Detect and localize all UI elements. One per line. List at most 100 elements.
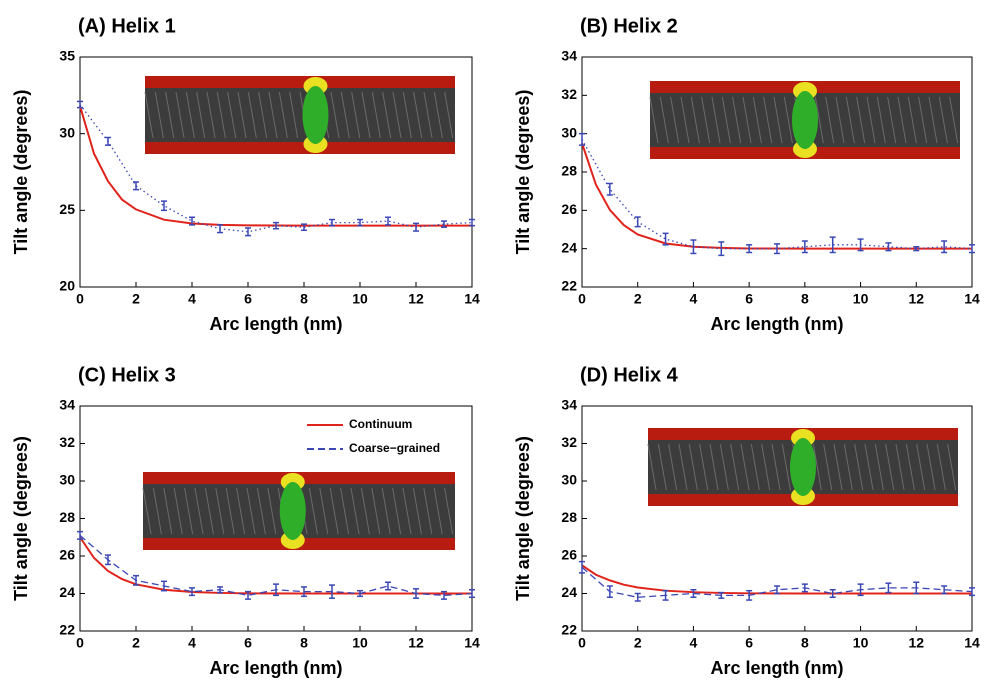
- legend-label: Coarse−grained: [349, 441, 440, 455]
- helix-body: [792, 91, 818, 149]
- lipid-tail: [823, 443, 833, 491]
- y-axis-label: Tilt angle (degrees): [11, 90, 31, 255]
- lipid-tail: [773, 96, 783, 144]
- lipid-tail: [152, 487, 162, 535]
- lipid-tail: [163, 487, 173, 535]
- error-bar: [606, 182, 613, 196]
- error-bar: [857, 583, 864, 597]
- membrane-inset: [142, 472, 455, 550]
- lipid-tail: [688, 443, 698, 491]
- error-bar: [133, 574, 139, 586]
- x-tick-label: 4: [690, 291, 698, 307]
- lipid-tail: [340, 487, 350, 535]
- x-tick-label: 4: [188, 635, 196, 651]
- lipid-tail: [412, 487, 422, 535]
- error-bar: [469, 589, 475, 598]
- error-bar: [885, 582, 892, 594]
- y-tick-label: 26: [561, 201, 577, 217]
- lipid-tail: [730, 443, 740, 491]
- y-tick-label: 28: [561, 509, 577, 525]
- x-tick-label: 14: [964, 635, 980, 651]
- lipid-tail: [392, 91, 402, 139]
- error-bar: [634, 216, 641, 228]
- lipid-tail: [185, 91, 195, 139]
- error-bar: [301, 223, 307, 232]
- lipid-tail: [918, 96, 928, 144]
- x-tick-label: 4: [188, 291, 196, 307]
- error-bar: [801, 240, 808, 254]
- lipid-tail: [371, 487, 381, 535]
- series-line: [581, 142, 972, 250]
- lipid-tail: [216, 91, 226, 139]
- error-bar: [273, 583, 279, 597]
- lipid-tail: [184, 487, 194, 535]
- lipid-tail: [812, 443, 822, 491]
- series-line: [79, 104, 473, 233]
- lipid-tail: [423, 487, 433, 535]
- lipid-tail: [866, 96, 876, 144]
- lipid-tail: [916, 443, 926, 491]
- error-bar: [690, 589, 697, 598]
- error-bar: [941, 240, 948, 254]
- x-tick-label: 10: [352, 635, 368, 651]
- lipid-tail: [444, 487, 454, 535]
- lipid-tail: [256, 487, 266, 535]
- x-tick-label: 0: [578, 291, 586, 307]
- x-tick-label: 8: [801, 635, 809, 651]
- error-bar: [774, 585, 780, 595]
- x-tick-label: 12: [908, 291, 924, 307]
- lipid-tail: [926, 443, 936, 491]
- lipid-tail: [402, 91, 412, 139]
- error-bar: [469, 218, 475, 227]
- x-tick-label: 6: [244, 635, 252, 651]
- error-bar: [245, 590, 251, 600]
- lipid-tail: [330, 91, 340, 139]
- lipid-tail: [887, 96, 897, 144]
- error-bar: [746, 589, 753, 601]
- lipid-tail: [761, 443, 771, 491]
- membrane-inset: [649, 81, 960, 159]
- plot-frame: [79, 56, 473, 288]
- y-tick-label: 34: [59, 397, 75, 413]
- error-bar: [385, 581, 391, 591]
- lipid-tail: [308, 487, 318, 535]
- lipid-tail: [175, 91, 185, 139]
- membrane-inset: [144, 76, 455, 154]
- lipid-tail: [340, 91, 350, 139]
- error-bar: [133, 181, 139, 191]
- lipid-tail: [267, 487, 277, 535]
- x-tick-label: 0: [76, 635, 84, 651]
- panel-title: (A) Helix 1: [78, 15, 176, 37]
- lipid-tail: [938, 96, 948, 144]
- lipid-tail: [783, 96, 793, 144]
- y-tick-label: 32: [561, 434, 577, 450]
- error-bar: [969, 244, 975, 254]
- error-bar: [829, 589, 836, 598]
- error-bar: [662, 232, 669, 246]
- x-tick-label: 0: [76, 291, 84, 307]
- lipid-tail: [227, 91, 237, 139]
- lipid-tail: [752, 96, 762, 144]
- error-bar: [774, 243, 780, 255]
- lipid-tail: [680, 96, 690, 144]
- lipid-tail: [699, 443, 709, 491]
- error-bar: [746, 244, 753, 254]
- x-tick-label: 12: [908, 635, 924, 651]
- lipid-tail: [278, 91, 288, 139]
- lipid-tail: [947, 443, 957, 491]
- lipid-tail: [678, 443, 688, 491]
- lipid-tail: [895, 443, 905, 491]
- lipid-tail: [905, 443, 915, 491]
- lipid-tail: [215, 487, 225, 535]
- lipid-tail: [247, 91, 257, 139]
- error-bar: [217, 586, 223, 594]
- error-bar: [301, 586, 307, 598]
- panel-title: (D) Helix 4: [580, 364, 679, 386]
- x-tick-label: 6: [745, 635, 753, 651]
- membrane-core: [145, 88, 455, 142]
- lipid-tail: [711, 96, 721, 144]
- lipid-tail: [907, 96, 917, 144]
- lipid-tail: [360, 487, 370, 535]
- error-bar: [801, 583, 808, 593]
- y-axis-label: Tilt angle (degrees): [11, 436, 31, 601]
